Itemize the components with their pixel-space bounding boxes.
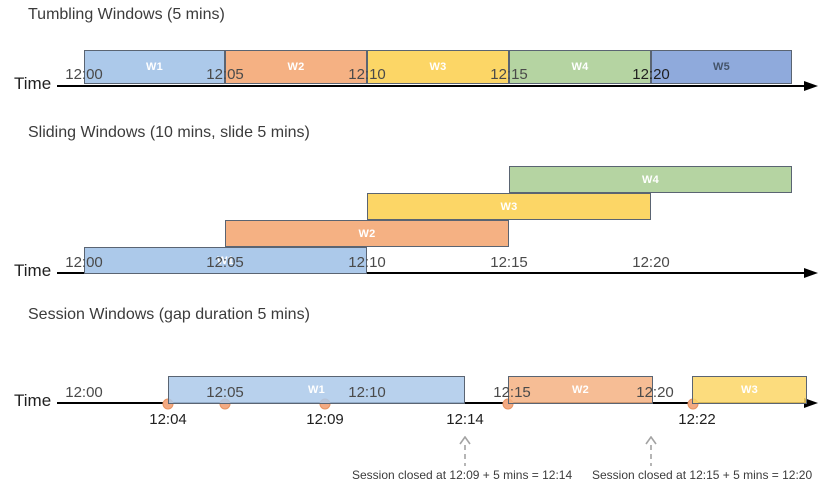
- window-label-w1: W1: [216, 254, 235, 267]
- time-tick: 12:00: [65, 384, 103, 401]
- window-box-w3: W3: [367, 50, 509, 84]
- window-label-w1: W1: [307, 384, 326, 396]
- tumbling-section-title: Tumbling Windows (5 mins): [28, 6, 225, 23]
- session-closed-arrow-icon: [644, 435, 658, 471]
- time-tick: 12:20: [636, 384, 674, 401]
- window-box-w5: W5: [651, 50, 792, 84]
- time-tick: 12:05: [206, 66, 244, 83]
- window-label-w2: W2: [358, 227, 376, 240]
- sliding-time-axis: [57, 272, 806, 274]
- session-section-title: Session Windows (gap duration 5 mins): [28, 306, 310, 323]
- window-box-w2: W2: [225, 220, 509, 247]
- window-box-w1: W1: [84, 247, 367, 274]
- event-time-label: 12:14: [446, 411, 484, 428]
- window-box-w4: W4: [509, 166, 792, 193]
- time-tick: 12:15: [493, 384, 531, 401]
- tumbling-time-axis-label: Time: [14, 74, 52, 93]
- window-label-w3: W3: [500, 200, 518, 213]
- time-tick: 12:10: [348, 384, 386, 401]
- window-box-w3: W3: [367, 193, 651, 220]
- window-label-w5: W5: [712, 61, 731, 73]
- tumbling-time-axis: [57, 85, 806, 87]
- time-tick: 12:15: [490, 254, 528, 271]
- window-label-w4: W4: [641, 173, 660, 186]
- event-time-label: 12:09: [306, 411, 344, 428]
- window-box-w4: W4: [509, 50, 651, 84]
- window-label-w4: W4: [571, 61, 589, 73]
- window-label-w1: W1: [145, 61, 164, 73]
- session-closed-annotation: Session closed at 12:15 + 5 mins = 12:20: [592, 468, 813, 482]
- session-closed-annotation: Session closed at 12:09 + 5 mins = 12:14: [352, 468, 573, 482]
- sliding-axis-arrowhead-icon: [804, 268, 818, 278]
- window-box-w1: W1: [84, 50, 225, 84]
- time-tick: 12:05: [206, 384, 244, 401]
- window-box-w1: W1: [168, 376, 465, 404]
- window-label-w2: W2: [287, 61, 305, 73]
- time-tick: 12:00: [65, 254, 103, 271]
- sliding-section-title: Sliding Windows (10 mins, slide 5 mins): [28, 124, 310, 141]
- window-box-w2: W2: [225, 50, 367, 84]
- event-time-label: 12:22: [678, 411, 716, 428]
- window-label-w2: W2: [571, 384, 590, 396]
- window-label-w3: W3: [429, 61, 447, 73]
- time-tick: 12:00: [65, 66, 103, 83]
- session-closed-arrow-icon: [458, 435, 472, 471]
- tumbling-axis-arrowhead-icon: [804, 81, 818, 91]
- session-axis-arrowhead-icon: [804, 398, 818, 408]
- time-tick: 12:10: [348, 66, 386, 83]
- time-tick: 12:10: [348, 254, 386, 271]
- session-time-axis-label: Time: [14, 391, 52, 410]
- event-time-label: 12:04: [149, 411, 187, 428]
- sliding-time-axis-label: Time: [14, 261, 52, 280]
- time-tick: 12:15: [490, 66, 528, 83]
- window-box-w3: W3: [692, 376, 807, 404]
- time-tick: 12:20: [632, 66, 670, 83]
- window-box-w2: W2: [508, 376, 653, 404]
- time-tick: 12:20: [632, 254, 670, 271]
- time-tick: 12:05: [206, 254, 244, 271]
- window-label-w3: W3: [740, 384, 759, 396]
